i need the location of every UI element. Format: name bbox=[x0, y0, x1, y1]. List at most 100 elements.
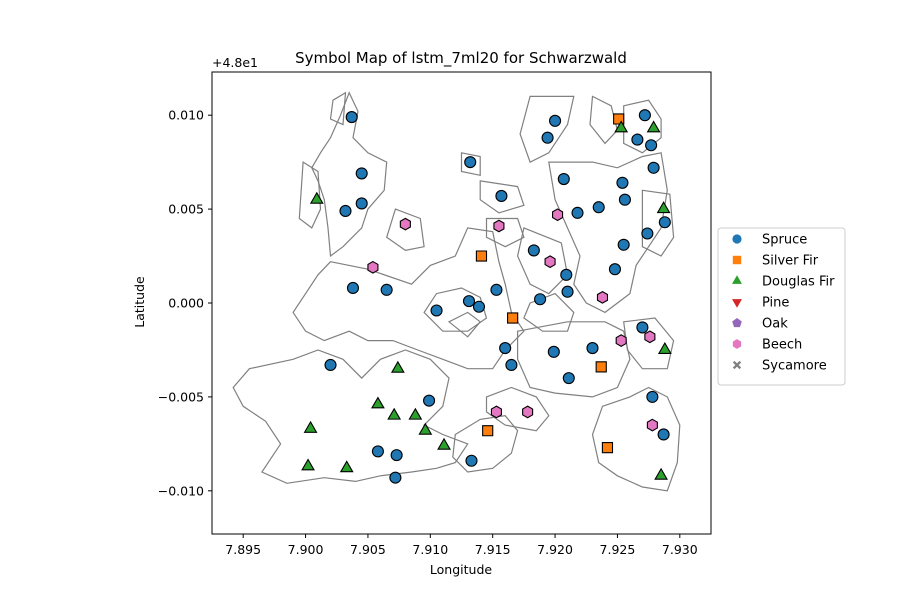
x-tick-label: 7.925 bbox=[600, 542, 636, 557]
spruce-marker bbox=[618, 193, 631, 206]
spruce-marker bbox=[657, 428, 670, 441]
silver-fir-marker bbox=[475, 250, 488, 262]
legend-spruce-symbol bbox=[732, 234, 742, 244]
region-boundary bbox=[523, 292, 575, 332]
x-tick-label: 7.900 bbox=[288, 542, 324, 557]
legend-sycamore-symbol bbox=[732, 360, 742, 370]
y-tick-label: 0.005 bbox=[168, 202, 204, 217]
douglas-fir-marker bbox=[656, 201, 671, 214]
silver-fir-marker bbox=[595, 361, 607, 373]
legend-box bbox=[717, 227, 846, 386]
spruce-marker bbox=[547, 345, 560, 358]
spruce-marker bbox=[592, 201, 605, 214]
legend-spruce-label: Spruce bbox=[762, 233, 807, 248]
legend-pine-label: Pine bbox=[762, 296, 789, 311]
spruce-marker bbox=[430, 304, 443, 317]
spruce-marker bbox=[495, 189, 508, 203]
legend-pine-symbol bbox=[732, 299, 742, 308]
region-boundary bbox=[460, 152, 481, 177]
region-boundary bbox=[311, 91, 388, 258]
spruce-marker bbox=[616, 176, 629, 189]
spruce-marker bbox=[631, 133, 644, 146]
spruce-marker bbox=[490, 283, 503, 296]
y-offset-label: +4.8e1 bbox=[212, 55, 258, 70]
douglas-fir-marker bbox=[657, 341, 672, 354]
spruce-marker bbox=[608, 263, 621, 276]
spruce-marker bbox=[562, 372, 575, 385]
y-axis-label: Latitude bbox=[132, 276, 147, 328]
legend-douglas-fir-symbol bbox=[732, 275, 742, 284]
spruce-marker bbox=[658, 216, 671, 229]
spruce-marker bbox=[390, 449, 403, 462]
douglas-fir-marker bbox=[301, 458, 315, 471]
douglas-fir-marker bbox=[418, 422, 433, 435]
spruce-marker bbox=[641, 227, 654, 240]
legend-sycamore-label: Sycamore bbox=[762, 359, 827, 374]
silver-fir-marker bbox=[507, 312, 519, 324]
region-boundary bbox=[452, 415, 519, 473]
spruce-marker bbox=[617, 238, 630, 251]
beech-marker bbox=[522, 405, 534, 419]
spruce-marker bbox=[346, 281, 360, 295]
region-boundary bbox=[591, 386, 681, 492]
spruce-marker bbox=[462, 295, 476, 308]
x-tick-label: 7.910 bbox=[412, 542, 448, 557]
region-boundaries bbox=[232, 91, 681, 492]
spruce-marker bbox=[541, 131, 554, 144]
axes: 7.895 7.900 7.905 7.910 7.915 7.920 7.925 7.930… bbox=[158, 108, 698, 557]
beech-marker bbox=[552, 208, 564, 222]
y-tick-label: 0.000 bbox=[168, 296, 204, 311]
beech-marker bbox=[399, 217, 411, 231]
douglas-fir-marker bbox=[303, 420, 318, 433]
legend-beech-label: Beech bbox=[762, 338, 802, 353]
beech-marker bbox=[367, 260, 379, 274]
douglas-fir-marker bbox=[614, 120, 629, 133]
x-tick-label: 7.905 bbox=[350, 542, 386, 557]
spruce-marker bbox=[472, 300, 486, 313]
region-boundary bbox=[641, 189, 675, 257]
spruce-marker bbox=[339, 204, 352, 218]
region-boundary bbox=[516, 227, 569, 295]
spruce-marker bbox=[534, 293, 547, 306]
beech-marker bbox=[644, 330, 656, 344]
spruce-marker bbox=[505, 358, 518, 372]
spruce-marker bbox=[371, 445, 384, 458]
region-boundary bbox=[623, 317, 675, 370]
region-boundary bbox=[623, 99, 662, 154]
douglas-fir-marker bbox=[437, 437, 451, 450]
legend-silver-fir-label: Silver Fir bbox=[762, 254, 819, 269]
x-tick-label: 7.920 bbox=[537, 542, 573, 557]
region-boundary bbox=[485, 217, 525, 248]
beech-marker bbox=[493, 219, 505, 233]
spruce-marker bbox=[465, 454, 478, 467]
spruce-marker bbox=[645, 139, 658, 152]
region-boundary bbox=[232, 349, 469, 484]
douglas-fir-marker bbox=[339, 460, 354, 473]
region-boundary bbox=[479, 180, 525, 214]
spruce-marker bbox=[647, 161, 660, 174]
spruce-marker bbox=[527, 244, 540, 257]
chart-title: Symbol Map of lstm_7ml20 for Schwarzwald bbox=[295, 49, 627, 68]
spruce-marker bbox=[586, 342, 599, 355]
legend-oak-symbol bbox=[732, 317, 742, 328]
region-boundary bbox=[385, 208, 425, 252]
douglas-fir-marker bbox=[387, 407, 402, 420]
legend-oak-label: Oak bbox=[762, 317, 788, 332]
region-boundary bbox=[485, 386, 550, 432]
spruce-marker bbox=[355, 197, 368, 210]
spruce-marker bbox=[561, 285, 574, 298]
spruce-marker bbox=[557, 172, 570, 186]
spruce-marker bbox=[355, 167, 368, 180]
spruce-marker bbox=[549, 114, 562, 127]
spruce-marker bbox=[324, 358, 337, 372]
spruce-marker bbox=[636, 321, 649, 334]
region-boundary bbox=[329, 91, 347, 126]
x-tick-label: 7.915 bbox=[475, 542, 511, 557]
legend-silver-fir-symbol bbox=[732, 255, 742, 265]
spruce-marker bbox=[423, 394, 436, 407]
region-boundary bbox=[298, 161, 322, 229]
silver-fir-marker bbox=[482, 425, 494, 437]
beech-marker bbox=[615, 334, 627, 347]
beech-marker bbox=[490, 405, 502, 419]
